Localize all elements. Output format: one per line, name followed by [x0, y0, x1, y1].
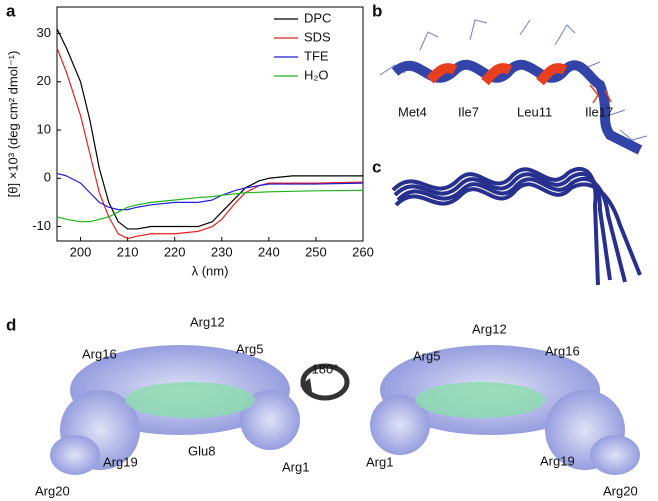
surface-right	[370, 345, 640, 475]
rotation-arrow	[300, 363, 350, 401]
residue-label: Arg1	[366, 454, 393, 469]
residue-label: Arg1	[282, 459, 309, 474]
panel-label: d	[6, 315, 16, 334]
x-tick-label: 250	[305, 244, 327, 259]
residue-label: Arg20	[603, 483, 638, 498]
y-tick-label: 10	[37, 121, 51, 136]
residue-label: Arg19	[540, 453, 575, 468]
y-tick-label: -10	[32, 218, 51, 233]
y-tick-label: 20	[37, 73, 51, 88]
residue-label: Ile17	[585, 104, 613, 119]
data-line	[56, 28, 363, 230]
data-line	[56, 189, 364, 223]
panel-label: a	[6, 1, 16, 20]
x-tick-label: 230	[211, 244, 233, 259]
x-axis-label: λ (nm)	[192, 263, 229, 278]
legend-label: H₂O	[304, 67, 329, 82]
rotation-label: 180°	[312, 361, 339, 376]
data-line	[56, 172, 364, 211]
x-tick-label: 220	[164, 244, 186, 259]
surface-left	[50, 345, 300, 475]
cd-chart: -10 0 10 20 30 200 210 220 230 240 250 260 λ (nm) [θ]…	[5, 6, 374, 278]
legend-label: TFE	[304, 48, 329, 63]
residue-label: Arg16	[545, 343, 580, 358]
residue-label: Arg16	[82, 346, 117, 361]
data-line	[56, 47, 364, 240]
legend-label: SDS	[304, 29, 331, 44]
y-tick-label: 0	[44, 170, 51, 185]
residue-label: Arg12	[190, 314, 225, 329]
panel-label: b	[372, 1, 382, 20]
helix-ensemble	[391, 166, 642, 286]
legend-label: DPC	[304, 10, 331, 25]
residue-label: Arg5	[236, 341, 263, 356]
residue-label: Arg12	[472, 321, 507, 336]
residue-label: Arg5	[413, 348, 440, 363]
y-axis-label: [θ] ×10³ (deg cm² dmol⁻¹)	[5, 51, 20, 198]
residue-label: Leu11	[517, 104, 552, 119]
y-tick-label: 30	[37, 25, 51, 40]
residue-label: Glu8	[188, 443, 215, 458]
residue-label: Arg19	[103, 454, 138, 469]
x-tick-label: 240	[258, 244, 280, 259]
panel-label: c	[372, 157, 381, 176]
residue-label: Arg20	[35, 483, 70, 498]
legend-box	[270, 8, 362, 88]
x-tick-label: 260	[352, 244, 374, 259]
plot-frame	[56, 6, 364, 242]
residue-label: Ile7	[458, 104, 479, 119]
x-tick-label: 210	[117, 244, 139, 259]
helix-structure	[379, 19, 648, 155]
residue-label: Met4	[398, 104, 427, 119]
x-tick-label: 200	[70, 244, 92, 259]
